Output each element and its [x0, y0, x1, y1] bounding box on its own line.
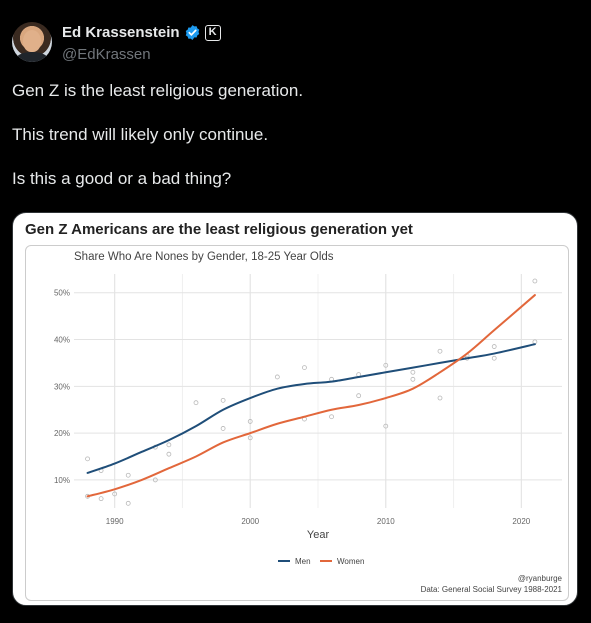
data-point-women [112, 491, 118, 497]
data-point-men [383, 362, 389, 368]
data-point-women [125, 500, 131, 506]
data-point-men [302, 365, 307, 370]
author-name[interactable]: Ed Krassenstein [62, 24, 180, 41]
tweet-media-image[interactable]: Gen Z Americans are the least religious … [12, 212, 578, 606]
x-tick-label: 2020 [512, 517, 530, 526]
data-point-women [491, 355, 497, 361]
x-tick-label: 2010 [377, 517, 395, 526]
data-point-women [356, 393, 362, 399]
y-tick-label: 20% [54, 429, 70, 438]
x-tick-label: 2000 [241, 517, 259, 526]
data-point-women [329, 414, 334, 420]
tweet-line: Gen Z is the least religious generation. [12, 81, 304, 100]
data-point-men [85, 456, 90, 462]
author-handle[interactable]: @EdKrassen [62, 46, 151, 63]
data-point-men [220, 397, 226, 403]
y-tick-label: 30% [54, 382, 70, 391]
data-point-women [247, 435, 253, 441]
verified-badge-icon [185, 25, 199, 40]
data-point-women [437, 395, 443, 401]
data-point-men [193, 400, 199, 406]
y-tick-label: 50% [54, 289, 70, 298]
data-point-men [437, 348, 443, 354]
legend-label-women: Women [337, 557, 364, 566]
data-point-women [220, 426, 226, 431]
legend-label-men: Men [295, 557, 311, 566]
x-axis-label: Year [307, 529, 330, 541]
chart-image-title: Gen Z Americans are the least religious … [25, 221, 413, 238]
chart-source: Data: General Social Survey 1988-2021 [421, 585, 563, 594]
y-tick-label: 40% [54, 336, 70, 345]
data-point-women [410, 376, 416, 382]
line-chart: Share Who Are Nones by Gender, 18-25 Yea… [54, 251, 563, 594]
legend: Men Women [278, 557, 364, 566]
chart-credit: @ryanburge [518, 574, 563, 583]
data-point-men [274, 374, 280, 380]
data-point-men [491, 344, 497, 349]
author-row: Ed Krassenstein K [62, 24, 221, 41]
data-point-men [410, 369, 416, 375]
tweet-header: Ed Krassenstein K @EdKrassen [12, 22, 572, 66]
data-point-men [125, 472, 131, 478]
data-point-women [166, 451, 172, 457]
chart-panel: Share Who Are Nones by Gender, 18-25 Yea… [25, 245, 569, 601]
avatar[interactable] [12, 22, 52, 62]
data-point-women [98, 496, 104, 502]
data-point-women [383, 423, 389, 429]
y-tick-label: 10% [54, 476, 70, 485]
tweet-text: Gen Z is the least religious generation.… [12, 80, 572, 212]
affiliate-badge-icon[interactable]: K [204, 24, 221, 41]
series-line-women [86, 294, 536, 498]
chart-subtitle: Share Who Are Nones by Gender, 18-25 Yea… [74, 251, 334, 263]
x-tick-label: 1990 [106, 517, 124, 526]
tweet-line: Is this a good or a bad thing? [12, 169, 232, 188]
tweet-line: This trend will likely only continue. [12, 125, 269, 144]
data-point-women [532, 278, 538, 284]
data-point-men [247, 419, 253, 424]
series-line-men [86, 343, 536, 474]
data-point-men [166, 442, 172, 448]
data-point-women [152, 477, 158, 483]
